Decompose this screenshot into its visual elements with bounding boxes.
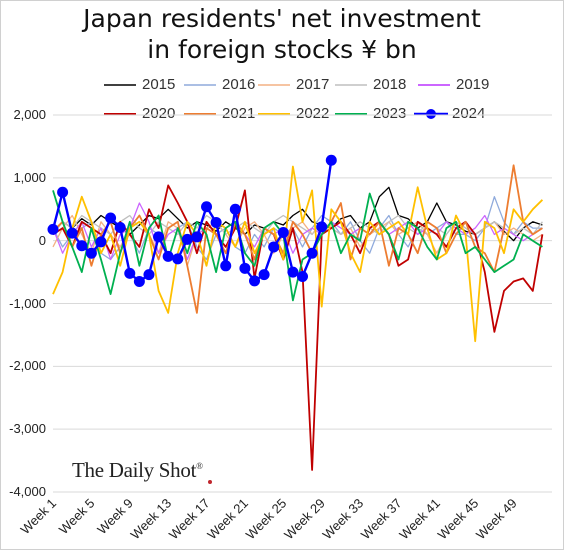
series-line-2021: [52, 164, 543, 314]
data-point-2024: [325, 154, 337, 166]
chart-title-line-2: in foreign stocks ¥ bn: [147, 35, 417, 64]
data-point-2024: [153, 231, 165, 243]
x-tick-label: Week 49: [473, 496, 520, 543]
x-tick-label: Week 33: [319, 496, 366, 543]
data-point-2024: [268, 241, 280, 253]
data-point-2024: [297, 270, 308, 282]
legend-label-2015: 2015: [142, 76, 176, 93]
legend-swatch-2020: [104, 113, 136, 115]
x-tick-label: Week 17: [166, 496, 213, 543]
legend-swatch-2024: [414, 109, 448, 119]
legend-swatch-2015: [104, 84, 136, 86]
x-tick-label: Week 25: [243, 496, 290, 543]
legend-swatch-2019: [418, 84, 450, 86]
legend-label-2022: 2022: [296, 105, 330, 122]
data-point-2024: [124, 267, 136, 279]
gridlines: [53, 114, 552, 493]
y-tick-label: 1,000: [13, 169, 46, 185]
data-point-2024: [133, 276, 145, 288]
data-point-2024: [229, 203, 241, 215]
data-point-2024: [95, 236, 107, 248]
legend-swatch-2017: [258, 84, 290, 86]
data-point-2024: [191, 231, 203, 243]
data-point-2024: [57, 186, 69, 198]
data-point-2024: [66, 227, 78, 239]
legend-swatch-2021: [184, 113, 216, 115]
series-layer: [47, 154, 544, 471]
data-point-2024: [76, 240, 88, 252]
data-point-2024: [239, 262, 251, 274]
y-tick-label: 2,000: [13, 107, 46, 122]
x-tick-label: Week 37: [358, 496, 405, 543]
legend-label-2023: 2023: [373, 105, 407, 122]
legend-swatch-2023: [335, 113, 367, 115]
legend-label-2020: 2020: [142, 105, 176, 122]
y-tick-label: 0: [38, 232, 46, 248]
legend-label-2016: 2016: [222, 76, 256, 93]
x-tick-label: Week 21: [204, 496, 251, 543]
data-point-2024: [210, 216, 222, 228]
data-point-2024: [114, 221, 126, 233]
legend-swatch-2018: [335, 84, 367, 86]
watermark-dot: [208, 480, 212, 484]
data-point-2024: [277, 226, 289, 238]
data-point-2024: [105, 212, 117, 224]
legend-label-2018: 2018: [373, 76, 407, 93]
watermark-logo: The Daily Shot®: [72, 458, 203, 483]
data-point-2024: [316, 221, 328, 233]
watermark-text: The Daily Shot: [72, 458, 197, 482]
series-line-2022: [52, 165, 544, 343]
x-tick-label: Week 1: [18, 496, 60, 538]
legend-label-2021: 2021: [222, 105, 256, 122]
data-point-2024: [85, 247, 97, 259]
data-point-2024: [47, 223, 59, 235]
data-point-2024: [143, 269, 155, 281]
x-tick-label: Week 29: [281, 496, 328, 543]
chart-title-line-1: Japan residents' net investment: [83, 4, 481, 33]
legend-swatch-2022: [258, 113, 290, 115]
x-tick-label: Week 5: [56, 496, 98, 538]
y-tick-label: -1,000: [9, 295, 46, 311]
data-point-2024: [220, 260, 232, 272]
data-point-2024: [162, 250, 174, 262]
series-line-2023: [52, 190, 543, 302]
data-point-2024: [258, 269, 270, 281]
data-point-2024: [306, 247, 318, 259]
x-tick-label: Week 45: [435, 496, 482, 543]
y-tick-label: -2,000: [9, 358, 46, 374]
y-tick-label: -3,000: [9, 421, 46, 437]
data-point-2024: [249, 275, 261, 287]
y-tick-label: -4,000: [9, 484, 46, 499]
legend-label-2024: 2024: [452, 105, 486, 122]
x-tick-label: Week 13: [128, 496, 175, 543]
data-point-2024: [287, 266, 299, 278]
data-point-2024: [172, 253, 184, 265]
watermark-registered-mark: ®: [196, 461, 203, 471]
legend-label-2017: 2017: [296, 76, 330, 93]
x-tick-label: Week 41: [396, 496, 443, 543]
data-point-2024: [181, 233, 193, 245]
series-line-2019: [52, 202, 543, 261]
legend-swatch-2016: [184, 84, 216, 86]
data-point-2024: [201, 201, 213, 213]
legend-label-2019: 2019: [456, 76, 490, 93]
